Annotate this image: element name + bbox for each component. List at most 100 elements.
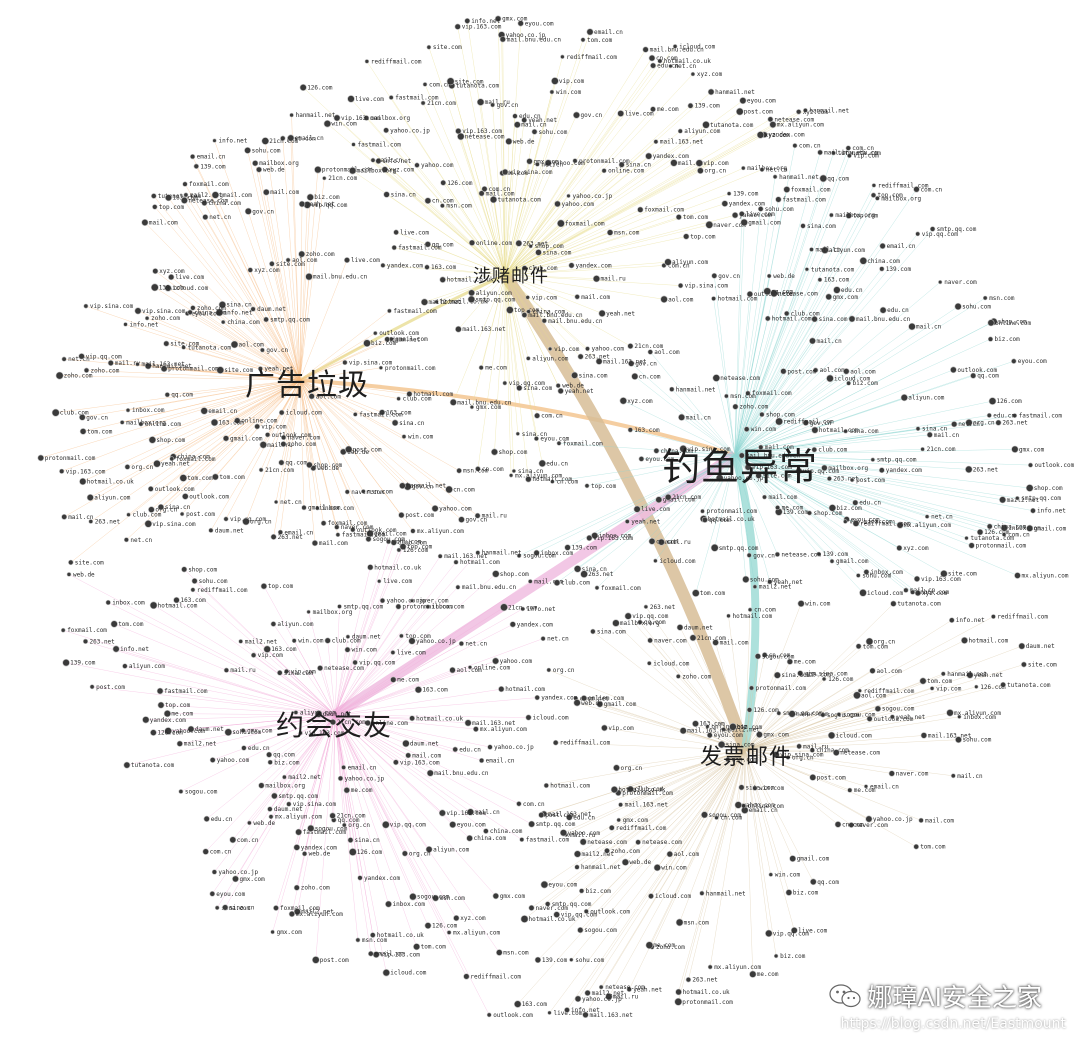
node-dot (685, 976, 692, 983)
node-dot (223, 667, 229, 673)
node-dot (516, 384, 523, 392)
graph-node: win.com (344, 647, 377, 654)
graph-node: win.com (653, 863, 687, 872)
node-dot (759, 167, 765, 172)
node-dot (617, 110, 625, 117)
node-dot (464, 719, 472, 727)
node-dot (573, 699, 581, 707)
graph-node: 263.net (685, 976, 718, 984)
graph-node: msn.com (439, 203, 472, 210)
graph-node: xyz.com (914, 589, 948, 597)
graph-edge (504, 236, 687, 276)
node-dot (406, 390, 413, 397)
graph-node: gmail.com (789, 855, 830, 863)
graph-nodes: mail.comqq.com163.com126.comsina.comsohu… (37, 15, 1075, 1019)
graph-node: mx.aliyun.com (946, 709, 1001, 717)
node-label: 139.com (572, 545, 598, 552)
graph-node: gov.cn (244, 207, 274, 215)
graph-node: hotmail.com (149, 601, 198, 609)
node-dot (954, 302, 962, 311)
graph-node: daum.net (402, 739, 439, 748)
node-label: mail.cn (934, 432, 960, 439)
graph-edge (504, 274, 537, 439)
node-label: vip.com (853, 153, 879, 160)
node-label: 139.com (695, 103, 721, 110)
node-label: protonmail.com (385, 365, 436, 372)
node-label: 163.com (181, 597, 207, 604)
node-dot (741, 165, 746, 171)
node-label: gmx.com (500, 893, 526, 900)
node-dot (601, 168, 607, 174)
graph-node: china.com (809, 747, 849, 754)
graph-edge (734, 434, 930, 456)
node-label: me.com (657, 106, 679, 113)
graph-edge (299, 178, 325, 381)
graph-node: msn.com (495, 949, 529, 957)
graph-node: inbox.com (533, 549, 573, 557)
node-label: yahoo.com (500, 658, 533, 665)
node-label: eyou.com (216, 891, 245, 898)
node-dot (520, 606, 526, 612)
graph-node: yandex.com (645, 152, 689, 160)
node-label: hotmail.co.uk (416, 715, 463, 722)
node-dot (363, 115, 370, 121)
graph-node: post.com (538, 811, 575, 819)
graph-node: edu.cn (538, 459, 568, 467)
node-dot (578, 888, 585, 894)
graph-edge (734, 454, 913, 593)
node-label: edu.cn (573, 814, 595, 821)
graph-node: gmx.com (240, 728, 273, 735)
node-dot (311, 539, 319, 547)
node-label: 139.com (783, 509, 809, 516)
node-label: sina.cn (582, 566, 608, 573)
node-dot (919, 677, 927, 685)
node-dot (455, 325, 462, 333)
node-dot (711, 272, 718, 279)
graph-edge (616, 749, 746, 769)
graph-edge (734, 454, 750, 556)
node-label: gmx.com (833, 294, 859, 301)
graph-node: 139.com (193, 163, 226, 170)
node-label: 263.net (588, 571, 614, 578)
graph-edge (234, 344, 301, 381)
graph-node: mail.cn (903, 587, 936, 594)
graph-node: aol.com (449, 666, 482, 674)
node-label: hotmail.co.uk (377, 932, 424, 939)
graph-edge (734, 454, 918, 580)
node-label: china.com (208, 200, 241, 207)
node-label: zoho.com (197, 305, 226, 312)
node-label: inbox.com (112, 600, 145, 607)
graph-node: vip.163.com (59, 468, 106, 475)
graph-node: sina.com (590, 629, 626, 636)
graph-edge (214, 379, 301, 423)
node-dot (512, 113, 518, 119)
node-label: email.cn (375, 951, 404, 958)
node-dot (746, 707, 753, 713)
graph-node: web.de (247, 820, 275, 827)
graph-node: edu.cn (512, 113, 541, 120)
graph-node: sohu.com (385, 539, 422, 546)
node-dot (454, 23, 461, 30)
node-dot (369, 932, 376, 938)
graph-node: aliyun.com (821, 246, 865, 254)
node-label: mail.163.net (142, 361, 186, 368)
graph-node: eyou.com (209, 891, 246, 898)
node-label: info.net (219, 138, 248, 145)
graph-edge (678, 749, 746, 1002)
node-dot (439, 203, 445, 209)
graph-node: club.com (51, 408, 89, 417)
node-dot (552, 739, 559, 746)
node-label: protonmail.com (322, 167, 373, 174)
node-label: hanmail.net (809, 107, 849, 114)
graph-edge (734, 454, 1034, 511)
node-dot (746, 552, 752, 558)
graph-edge (426, 266, 506, 276)
graph-node: vip.com (250, 652, 283, 659)
node-label: web.de (309, 851, 331, 858)
node-label: sina.com (781, 672, 810, 679)
node-label: yahoo.com (552, 160, 585, 167)
graph-node: rediffmail.com (463, 973, 521, 981)
node-label: win.com (805, 601, 831, 608)
node-dot (618, 802, 623, 808)
node-dot (492, 892, 499, 900)
